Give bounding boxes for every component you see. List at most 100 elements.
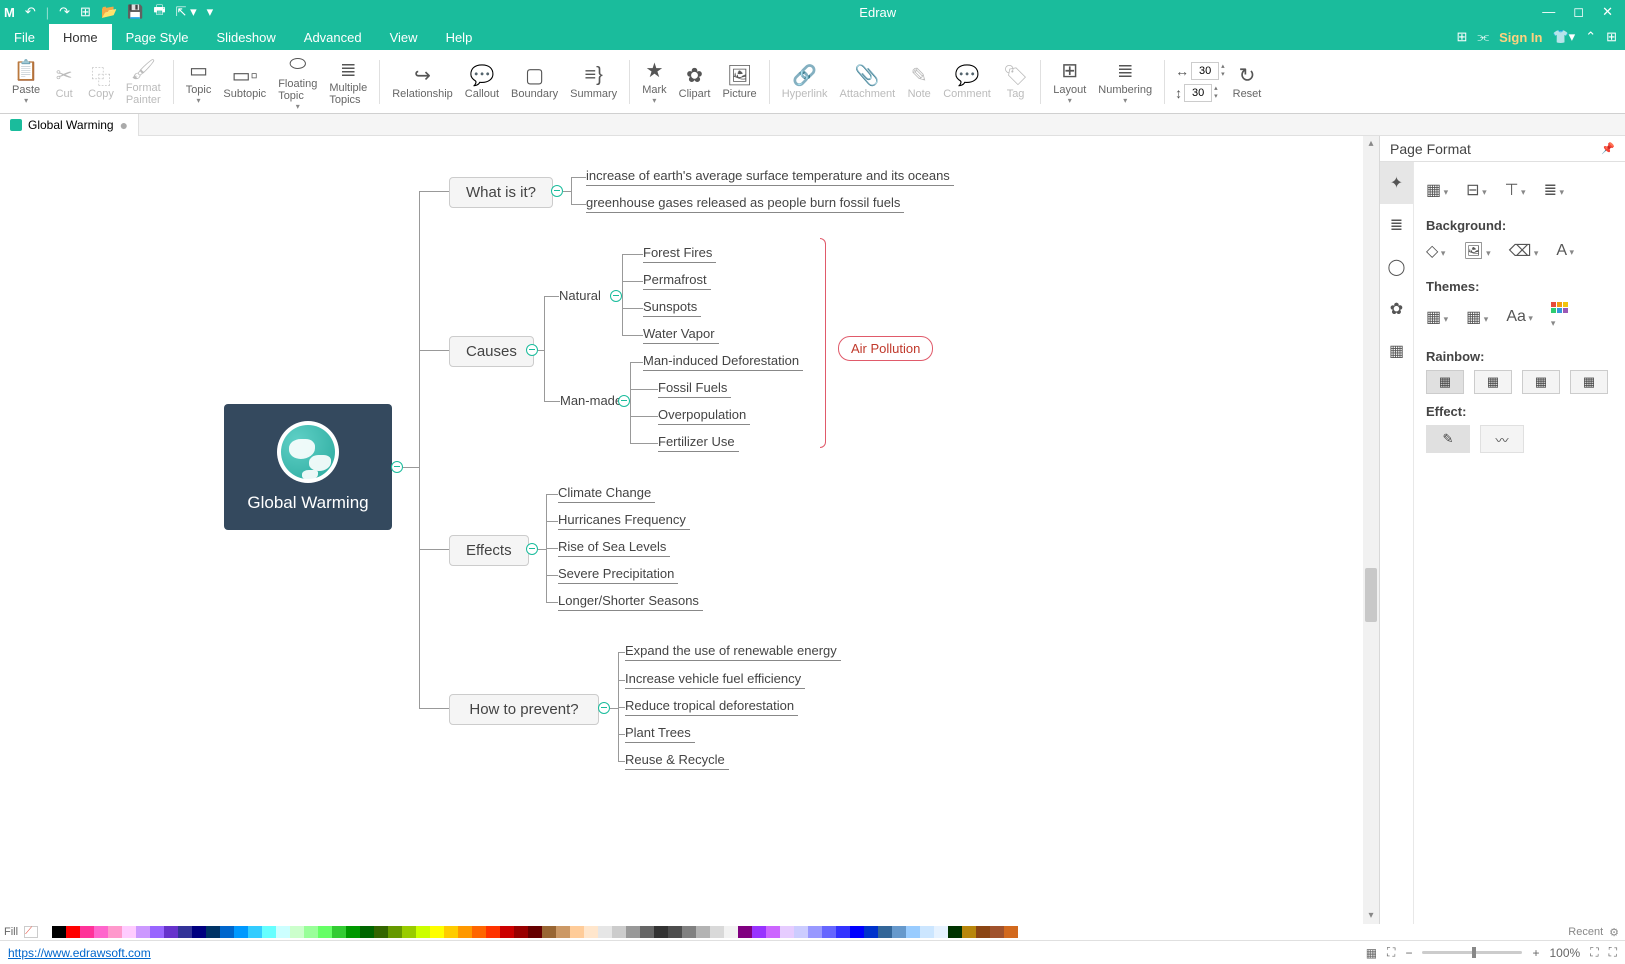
bg-text-icon[interactable]: A — [1556, 242, 1574, 260]
swatch-14[interactable] — [234, 926, 248, 938]
theme-font-icon[interactable]: Aa — [1506, 308, 1533, 326]
swatch-1[interactable] — [52, 926, 66, 938]
swatch-26[interactable] — [402, 926, 416, 938]
theme-grid-icon[interactable]: ▦ — [1426, 307, 1448, 327]
swatch-45[interactable] — [668, 926, 682, 938]
swatch-61[interactable] — [892, 926, 906, 938]
swatch-36[interactable] — [542, 926, 556, 938]
swatch-19[interactable] — [304, 926, 318, 938]
swatch-13[interactable] — [220, 926, 234, 938]
swatch-42[interactable] — [626, 926, 640, 938]
theme-grid2-icon[interactable]: ▦ — [1466, 307, 1488, 327]
menu-advanced[interactable]: Advanced — [290, 24, 376, 50]
swatch-68[interactable] — [990, 926, 1004, 938]
ribbon-relationship-button[interactable]: ↪Relationship — [386, 59, 459, 104]
effect-option-1[interactable]: ✎ — [1426, 425, 1470, 453]
layout-org-icon[interactable]: ⊤ — [1505, 180, 1526, 200]
apps-icon[interactable]: ⊞ — [1606, 29, 1617, 45]
swatch-51[interactable] — [752, 926, 766, 938]
leaf-0-0[interactable]: increase of earth's average surface temp… — [586, 168, 954, 186]
leaf-0-1[interactable]: greenhouse gases released as people burn… — [586, 195, 904, 213]
leaf-1-1-1[interactable]: Fossil Fuels — [658, 380, 731, 398]
swatch-66[interactable] — [962, 926, 976, 938]
swatch-8[interactable] — [150, 926, 164, 938]
leaf-2-3[interactable]: Severe Precipitation — [558, 566, 678, 584]
branch-2[interactable]: Effects — [449, 535, 529, 566]
swatch-65[interactable] — [948, 926, 962, 938]
leaf-3-3[interactable]: Plant Trees — [625, 725, 695, 743]
swatch-nofill[interactable]: ⟋ — [24, 926, 38, 938]
ribbon-floating-topic-button[interactable]: ⬭FloatingTopic▾ — [272, 49, 323, 115]
rainbow-option-4[interactable]: ▦ — [1570, 370, 1608, 394]
vertical-scroll-thumb[interactable] — [1365, 568, 1377, 622]
open-icon[interactable]: 📂 — [101, 4, 117, 20]
ribbon-layout-button[interactable]: ⊞Layout▾ — [1047, 55, 1092, 109]
scroll-down-icon[interactable]: ▾ — [1363, 908, 1379, 924]
swatch-7[interactable] — [136, 926, 150, 938]
page-view-icon[interactable]: ▦ — [1366, 946, 1377, 960]
save-icon[interactable]: 💾 — [127, 4, 143, 20]
menu-page-style[interactable]: Page Style — [112, 24, 203, 50]
zoom-thumb[interactable] — [1472, 947, 1476, 958]
tab-shapes-icon[interactable]: ◯ — [1380, 246, 1413, 288]
ribbon-picture-button[interactable]: 🖼Picture — [716, 59, 762, 104]
leaf-3-0[interactable]: Expand the use of renewable energy — [625, 643, 841, 661]
branch-1[interactable]: Causes — [449, 336, 534, 367]
close-icon[interactable]: ✕ — [1602, 4, 1613, 20]
maximize-icon[interactable]: ◻ — [1573, 4, 1584, 20]
scroll-up-icon[interactable]: ▴ — [1363, 136, 1379, 152]
ribbon-subtopic-button[interactable]: ▭▫Subtopic — [217, 59, 272, 104]
swatch-47[interactable] — [696, 926, 710, 938]
swatch-23[interactable] — [360, 926, 374, 938]
ribbon-summary-button[interactable]: ≡}Summary — [564, 59, 623, 104]
leaf-3-1[interactable]: Increase vehicle fuel efficiency — [625, 671, 805, 689]
leaf-1-0-1[interactable]: Permafrost — [643, 272, 711, 290]
leaf-1-0-0[interactable]: Forest Fires — [643, 245, 716, 263]
recent-expand-icon[interactable]: ⚙ — [1609, 926, 1619, 939]
menu-home[interactable]: Home — [49, 24, 112, 50]
swatch-35[interactable] — [528, 926, 542, 938]
ribbon-callout-button[interactable]: 💬Callout — [459, 59, 505, 104]
swatch-56[interactable] — [822, 926, 836, 938]
sub-toggle-1-0[interactable] — [610, 290, 622, 302]
swatch-50[interactable] — [738, 926, 752, 938]
swatch-53[interactable] — [780, 926, 794, 938]
swatch-49[interactable] — [724, 926, 738, 938]
tshirt-icon[interactable]: 👕▾ — [1552, 29, 1575, 45]
swatch-44[interactable] — [654, 926, 668, 938]
spacing-h-spinner[interactable]: ▴▾ — [1221, 63, 1225, 79]
vertical-scrollbar[interactable]: ▴ ▾ — [1363, 136, 1379, 924]
swatch-33[interactable] — [500, 926, 514, 938]
branch-toggle-1[interactable] — [526, 344, 538, 356]
minimize-icon[interactable]: — — [1542, 4, 1555, 20]
leaf-1-1-3[interactable]: Fertilizer Use — [658, 434, 739, 452]
leaf-3-4[interactable]: Reuse & Recycle — [625, 752, 729, 770]
swatch-48[interactable] — [710, 926, 724, 938]
spacing-v-spinner[interactable]: ▴▾ — [1214, 85, 1218, 101]
swatch-60[interactable] — [878, 926, 892, 938]
swatch-58[interactable] — [850, 926, 864, 938]
swatch-63[interactable] — [920, 926, 934, 938]
swatch-29[interactable] — [444, 926, 458, 938]
menu-file[interactable]: File — [0, 24, 49, 50]
menu-help[interactable]: Help — [432, 24, 487, 50]
branch-3[interactable]: How to prevent? — [449, 694, 599, 725]
swatch-4[interactable] — [94, 926, 108, 938]
swatch-21[interactable] — [332, 926, 346, 938]
rainbow-option-3[interactable]: ▦ — [1522, 370, 1560, 394]
sub-1-0[interactable]: Natural — [559, 288, 601, 303]
zoom-out-icon[interactable]: − — [1405, 946, 1412, 960]
menu-view[interactable]: View — [376, 24, 432, 50]
swatch-3[interactable] — [80, 926, 94, 938]
swatch-46[interactable] — [682, 926, 696, 938]
ribbon-mark-button[interactable]: ★Mark▾ — [636, 55, 672, 109]
zoom-slider[interactable] — [1422, 951, 1522, 954]
effect-option-2[interactable]: 〰 — [1480, 425, 1524, 453]
swatch-39[interactable] — [584, 926, 598, 938]
leaf-2-2[interactable]: Rise of Sea Levels — [558, 539, 670, 557]
branch-toggle-0[interactable] — [551, 185, 563, 197]
root-toggle[interactable] — [391, 461, 403, 473]
leaf-2-0[interactable]: Climate Change — [558, 485, 655, 503]
leaf-2-4[interactable]: Longer/Shorter Seasons — [558, 593, 703, 611]
branch-toggle-2[interactable] — [526, 543, 538, 555]
